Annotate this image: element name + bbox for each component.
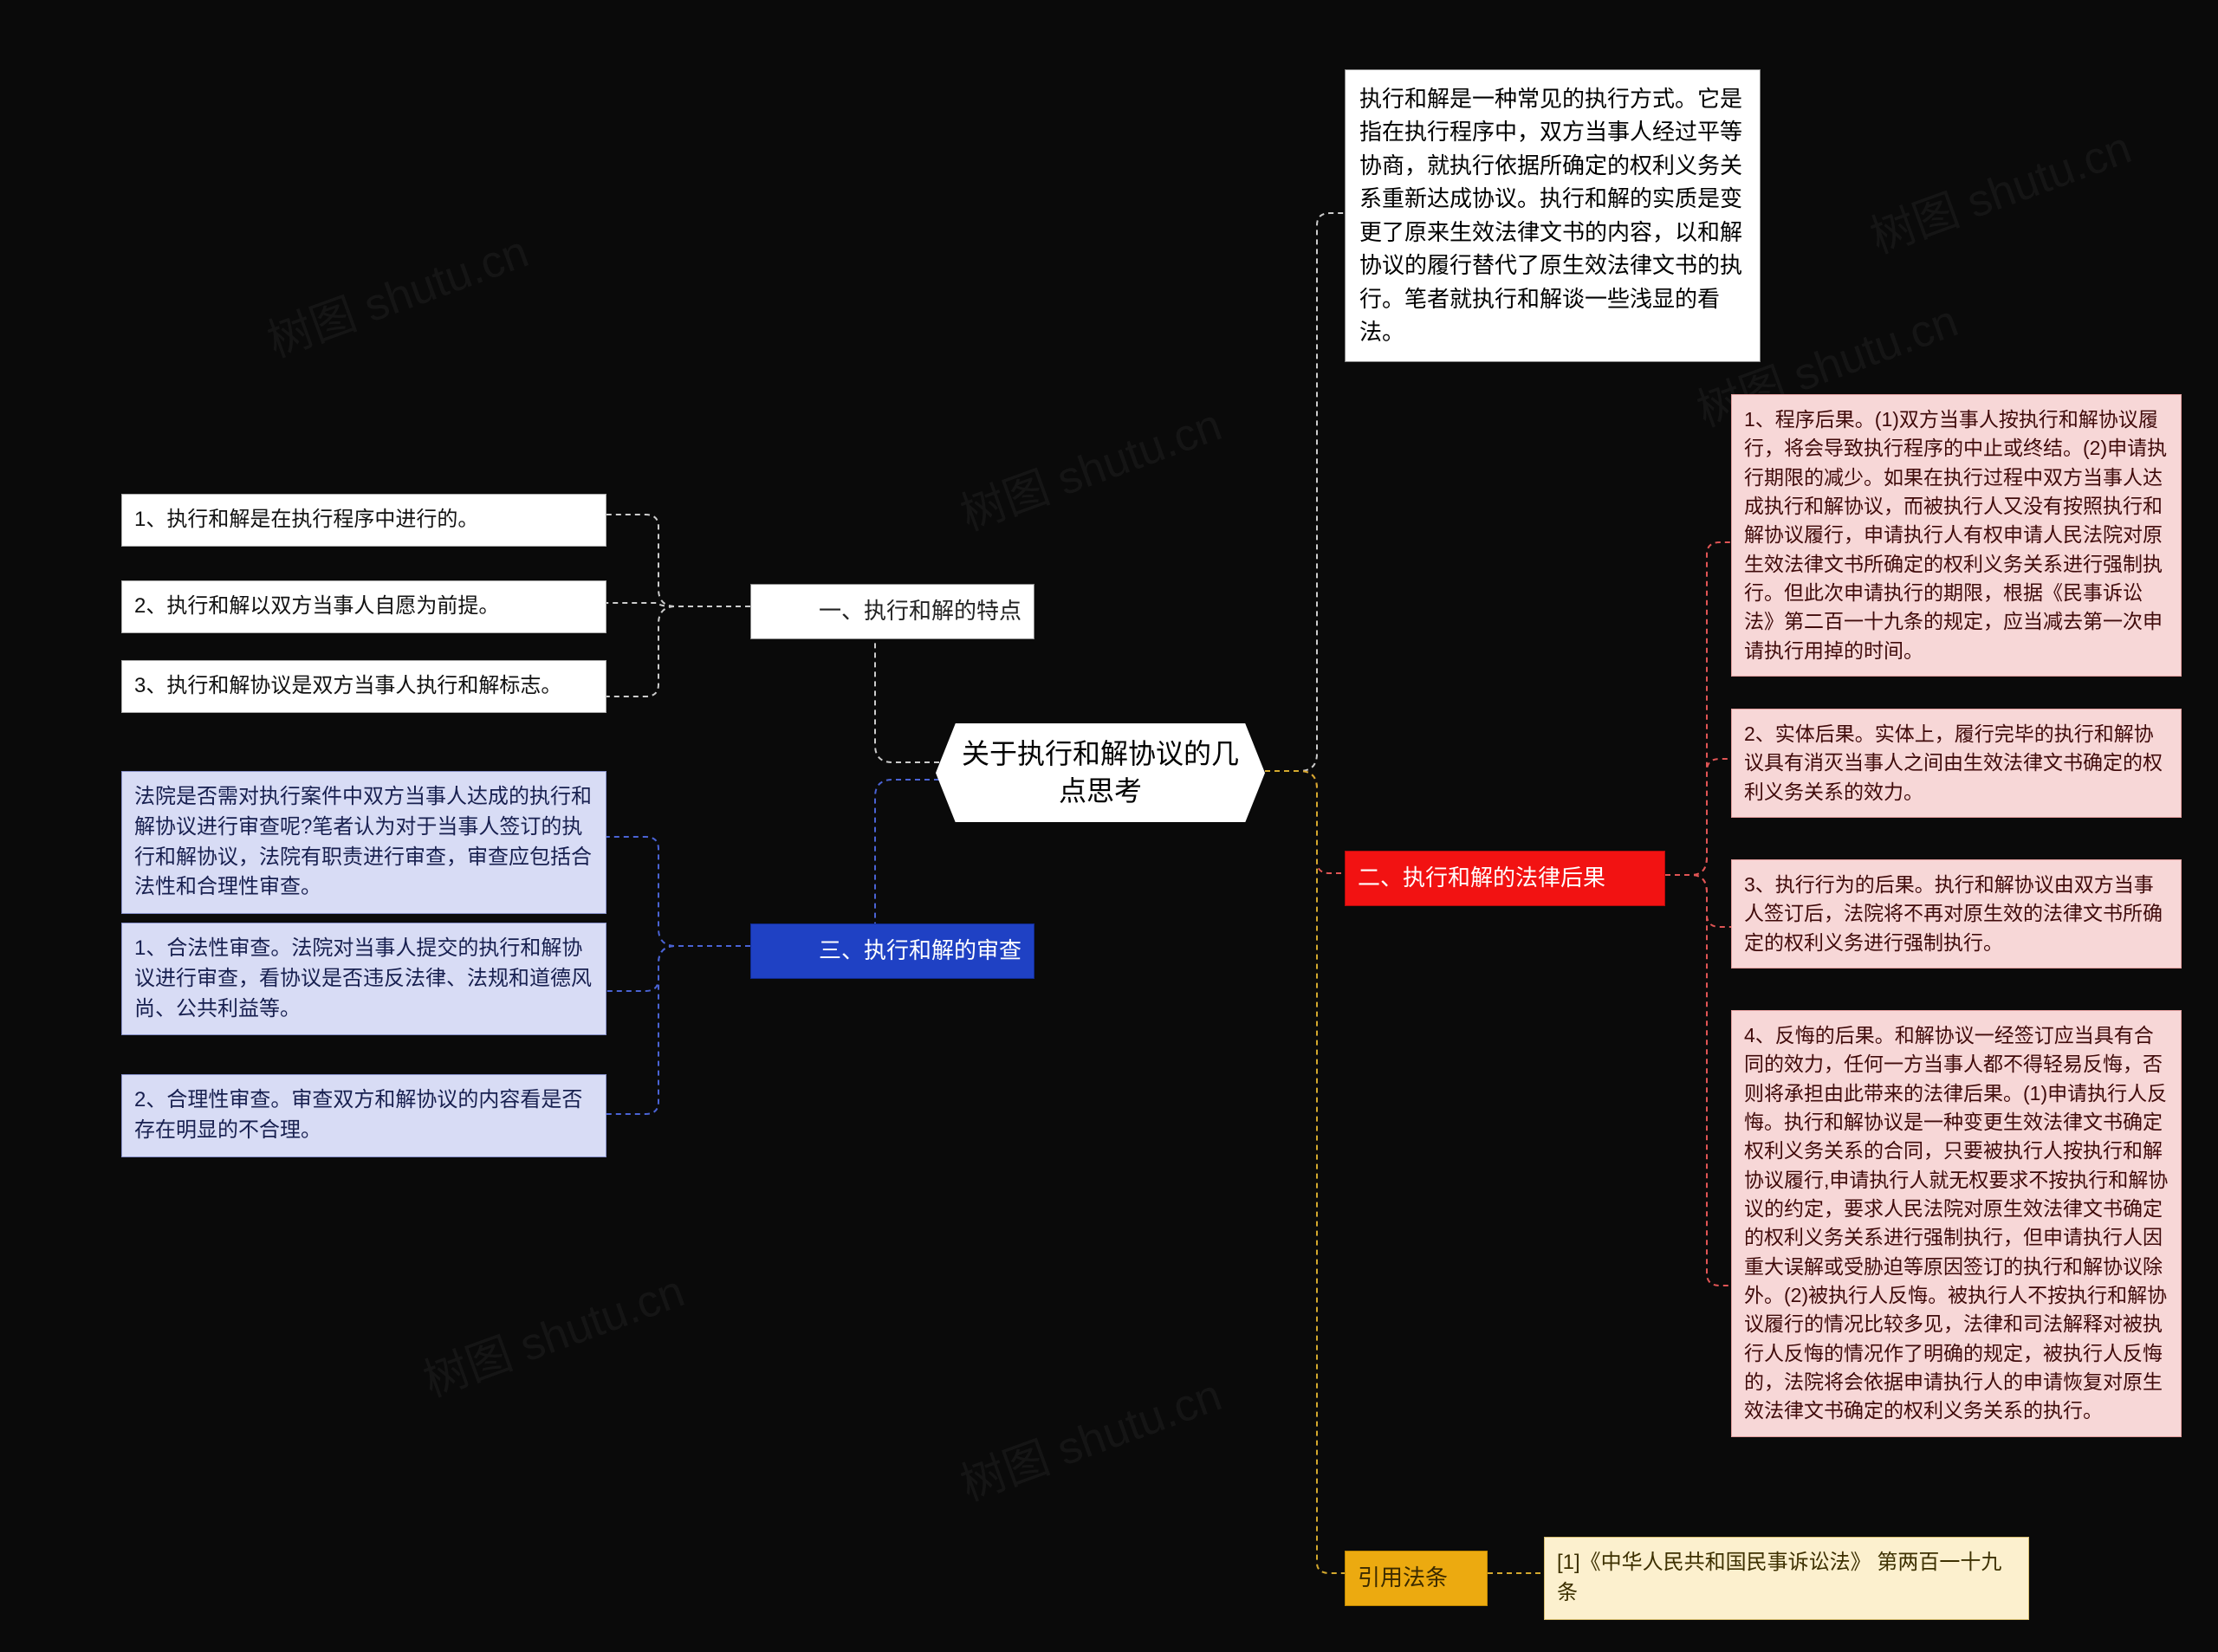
watermark: 树图 shutu.cn xyxy=(1860,111,2139,265)
section3-item-0[interactable]: 法院是否需对执行案件中双方当事人达成的执行和解协议进行审查呢?笔者认为对于当事人… xyxy=(121,771,606,914)
section1-item-3[interactable]: 3、执行和解协议是双方当事人执行和解标志。 xyxy=(121,660,606,713)
watermark: 树图 shutu.cn xyxy=(950,1358,1229,1513)
center-node[interactable]: 关于执行和解协议的几点思考 xyxy=(936,723,1265,822)
watermark: 树图 shutu.cn xyxy=(950,388,1229,542)
section2-item-3[interactable]: 3、执行行为的后果。执行和解协议由双方当事人签订后，法院将不再对原生效的法律文书… xyxy=(1731,859,2182,969)
section3-item-2[interactable]: 2、合理性审查。审查双方和解协议的内容看是否存在明显的不合理。 xyxy=(121,1074,606,1157)
watermark: 树图 shutu.cn xyxy=(257,215,536,369)
citation-node[interactable]: 引用法条 xyxy=(1345,1551,1488,1606)
section2-item-4[interactable]: 4、反悔的后果。和解协议一经签订应当具有合同的效力，任何一方当事人都不得轻易反悔… xyxy=(1731,1010,2182,1437)
section2-node[interactable]: 二、执行和解的法律后果 xyxy=(1345,851,1665,906)
mindmap-canvas: 树图 shutu.cn 树图 shutu.cn 树图 shutu.cn 树图 s… xyxy=(0,0,2218,1652)
section1-item-1[interactable]: 1、执行和解是在执行程序中进行的。 xyxy=(121,494,606,547)
section1-item-2[interactable]: 2、执行和解以双方当事人自愿为前提。 xyxy=(121,580,606,633)
section2-item-1[interactable]: 1、程序后果。(1)双方当事人按执行和解协议履行，将会导致执行程序的中止或终结。… xyxy=(1731,394,2182,677)
watermark: 树图 shutu.cn xyxy=(413,1254,692,1409)
citation-item-1[interactable]: [1]《中华人民共和国民事诉讼法》 第两百一十九条 xyxy=(1544,1537,2029,1620)
section3-node[interactable]: 三、执行和解的审查 xyxy=(750,923,1034,979)
section3-item-1[interactable]: 1、合法性审查。法院对当事人提交的执行和解协议进行审查，看协议是否违反法律、法规… xyxy=(121,923,606,1035)
section2-item-2[interactable]: 2、实体后果。实体上，履行完毕的执行和解协议具有消灭当事人之间由生效法律文书确定… xyxy=(1731,709,2182,818)
section1-node[interactable]: 一、执行和解的特点 xyxy=(750,584,1034,639)
intro-node[interactable]: 执行和解是一种常见的执行方式。它是指在执行程序中，双方当事人经过平等协商，就执行… xyxy=(1345,69,1761,362)
